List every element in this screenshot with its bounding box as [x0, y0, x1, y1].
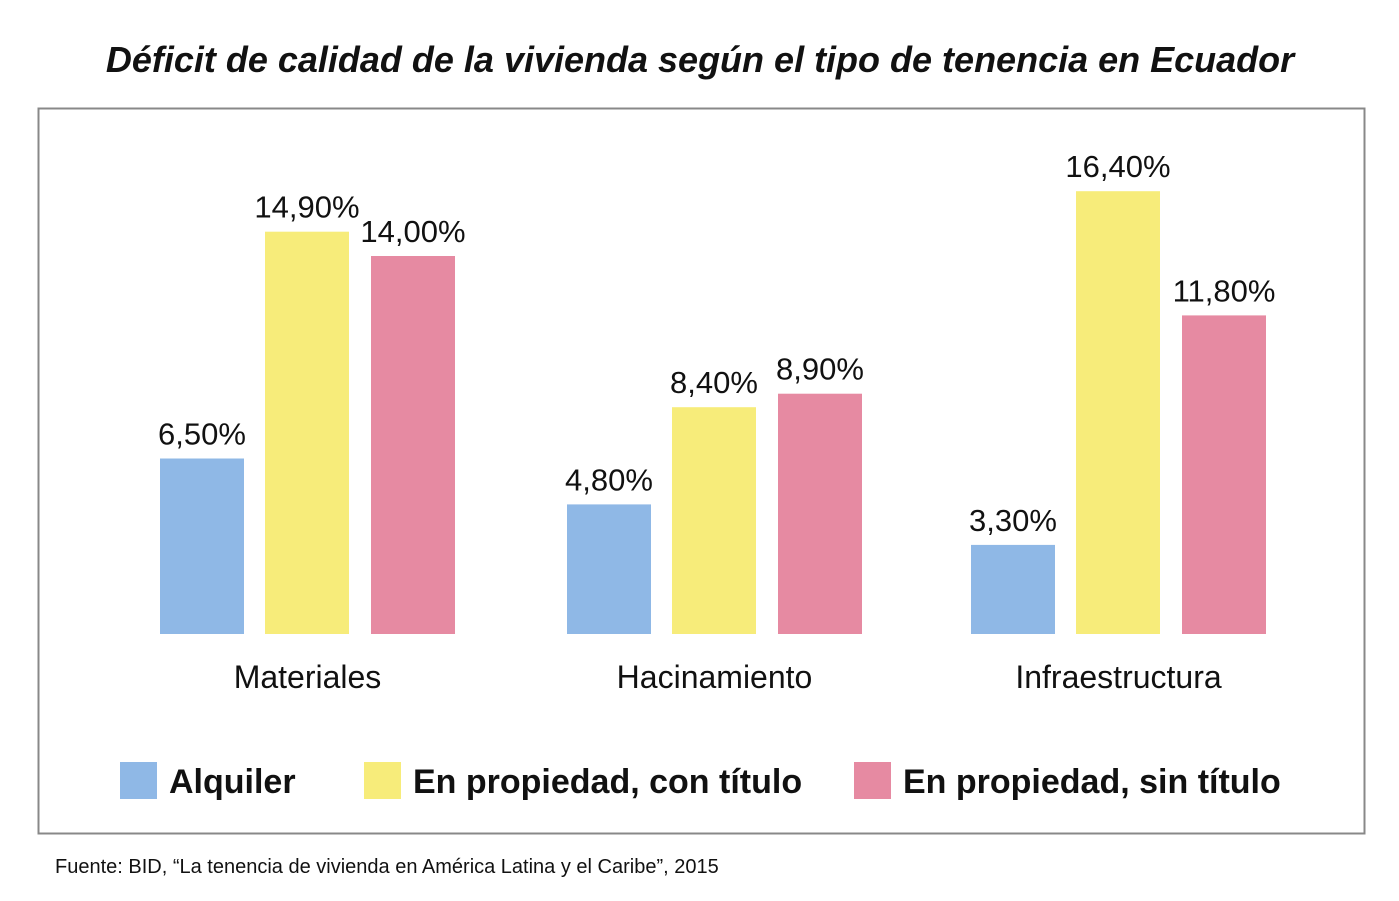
bar-infraestructura-2	[1182, 315, 1266, 634]
data-label: 3,30%	[969, 503, 1057, 538]
bar-materiales-1	[265, 231, 349, 634]
category-label: Hacinamiento	[617, 659, 813, 695]
data-label: 4,80%	[565, 462, 653, 497]
bar-hacinamiento-0	[567, 504, 651, 634]
legend-label: En propiedad, con título	[413, 763, 802, 801]
chart-frame	[37, 107, 1366, 835]
data-label: 16,40%	[1065, 149, 1170, 184]
legend-label: En propiedad, sin título	[903, 763, 1281, 801]
data-label: 14,00%	[360, 214, 465, 249]
bar-materiales-2	[371, 256, 455, 634]
legend-swatch	[364, 762, 401, 799]
data-label: 11,80%	[1173, 273, 1276, 308]
category-label: Infraestructura	[1015, 659, 1222, 695]
bar-materiales-0	[160, 458, 244, 634]
bar-hacinamiento-2	[778, 393, 862, 634]
bar-hacinamiento-1	[672, 407, 756, 634]
bars-group: 6,50% 14,90%14,00% 4,80% 8,40% 8,90% 3,30% 16,…	[158, 149, 1275, 634]
bar-infraestructura-1	[1076, 191, 1160, 634]
legend-swatch	[854, 762, 891, 799]
category-label: Materiales	[234, 659, 382, 695]
data-label: 14,90%	[254, 190, 359, 225]
data-label: 8,90%	[776, 352, 864, 387]
category-labels: Materiales Hacinamiento Infraestructura	[234, 659, 1222, 695]
data-label: 6,50%	[158, 417, 246, 452]
chart-title: Déficit de calidad de la vivienda según …	[106, 39, 1296, 80]
legend-swatch	[120, 762, 157, 799]
legend: Alquiler En propiedad, con título En propi…	[120, 762, 1281, 801]
legend-label: Alquiler	[169, 763, 296, 801]
source-note: Fuente: BID, “La tenencia de vivienda en…	[55, 856, 719, 878]
data-label: 8,40%	[670, 365, 758, 400]
bar-infraestructura-0	[971, 544, 1055, 634]
